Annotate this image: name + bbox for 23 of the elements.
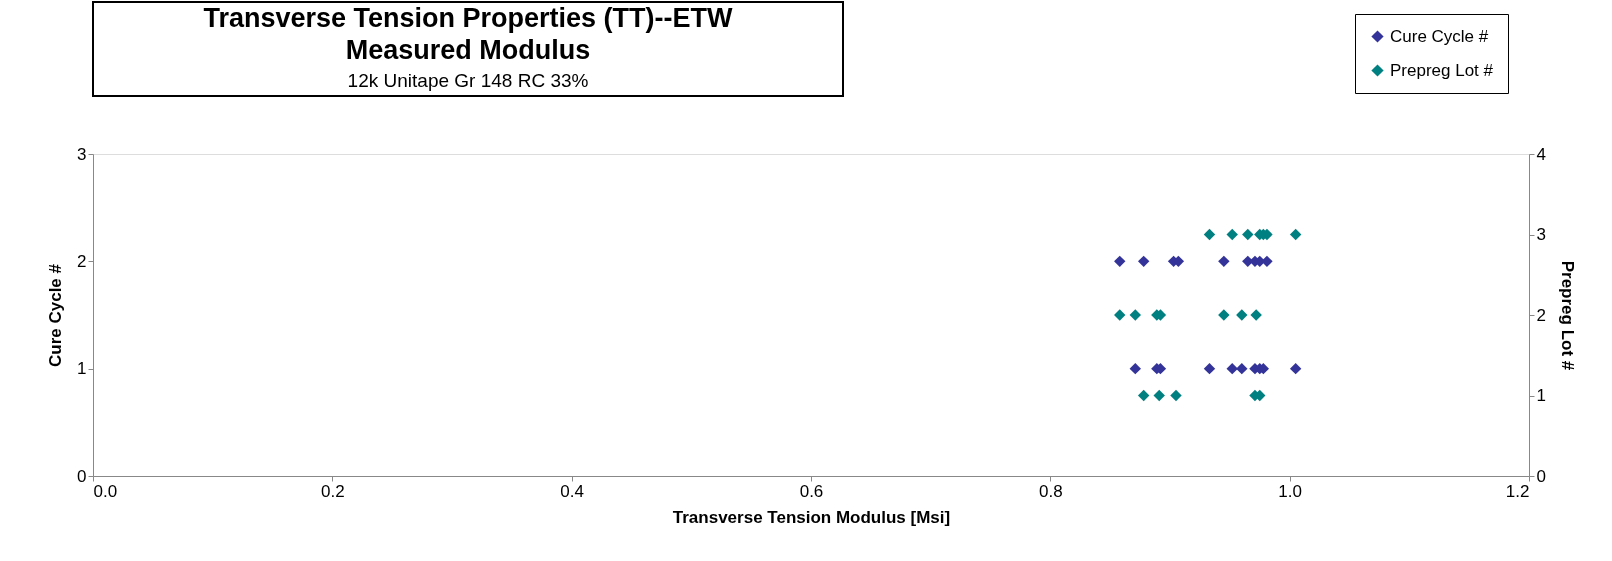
legend-label: Prepreg Lot #	[1390, 60, 1494, 80]
y2-axis-title: Prepreg Lot #	[1557, 260, 1577, 371]
y-axis-title: Cure Cycle #	[46, 263, 66, 367]
y2-tick-label: 0	[1536, 466, 1546, 486]
y2-tick-label: 3	[1536, 225, 1546, 244]
x-axis-title: Transverse Tension Modulus [Msi]	[672, 507, 951, 527]
x-tick-label: 0.2	[321, 481, 345, 501]
y-tick-label: 2	[77, 251, 87, 271]
y2-tick-label: 1	[1536, 386, 1546, 405]
x-tick-label: 1.2	[1505, 481, 1530, 501]
y2-tick-label: 2	[1536, 305, 1546, 325]
chart-subtitle: 12k Unitape Gr 148 RC 33%	[347, 70, 589, 91]
x-tick-label: 0.6	[799, 481, 824, 501]
chart-title: Transverse Tension Properties (TT)--ETW Measured Modulus	[203, 3, 734, 65]
x-tick-label: 0.8	[1039, 481, 1063, 501]
y-tick-label: 1	[77, 359, 87, 379]
x-tick-label: 1.0	[1278, 481, 1302, 501]
x-tick-label: 0.0	[93, 481, 118, 501]
y-tick-label: 0	[77, 466, 87, 486]
y2-tick-label: 4	[1536, 144, 1546, 164]
x-tick-label: 0.4	[560, 481, 584, 501]
legend-label: Cure Cycle #	[1390, 26, 1489, 46]
y-tick-label: 3	[77, 144, 87, 164]
